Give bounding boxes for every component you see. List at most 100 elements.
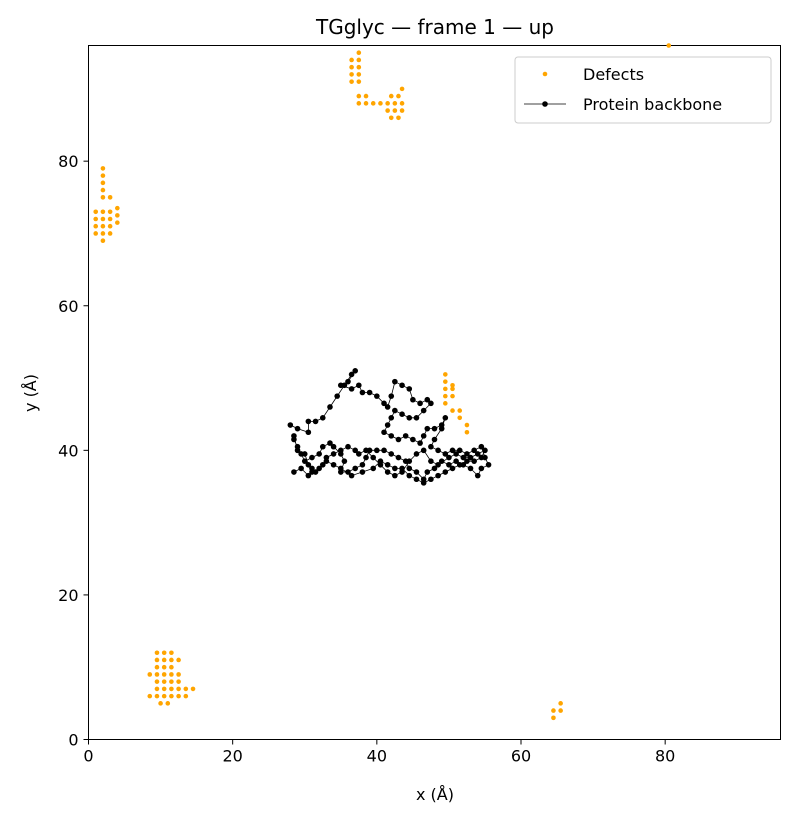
defect-point (558, 708, 563, 713)
backbone-point (309, 454, 315, 461)
defect-point (392, 101, 398, 106)
backbone-point (330, 451, 337, 457)
defect-point (169, 693, 174, 699)
plot-area (88, 43, 781, 740)
defect-point (161, 686, 167, 692)
x-tick-label: 80 (655, 747, 675, 766)
backbone-point (420, 407, 427, 414)
defect-point (115, 213, 120, 218)
backbone-point (438, 425, 445, 432)
defect-point (356, 50, 362, 56)
defect-point (100, 173, 106, 178)
backbone-point (406, 386, 413, 392)
backbone-point (352, 368, 359, 374)
backbone-point (377, 458, 384, 464)
defect-point (169, 672, 174, 677)
backbone-point (474, 451, 481, 457)
defect-point (93, 209, 99, 215)
backbone-point (337, 465, 344, 472)
defect-point (450, 386, 455, 392)
backbone-point (366, 389, 373, 396)
backbone-point (384, 461, 391, 468)
backbone-point (388, 415, 395, 421)
defect-point (169, 664, 174, 670)
backbone-point (464, 458, 470, 464)
backbone-point (478, 465, 485, 472)
backbone-point (467, 465, 474, 472)
backbone-point (399, 411, 405, 417)
backbone-point (442, 451, 449, 457)
defects-layer (93, 43, 672, 721)
backbone-point (305, 461, 312, 468)
backbone-point (413, 451, 420, 457)
defect-point (378, 101, 383, 106)
defect-point (356, 101, 362, 106)
defect-point (190, 686, 196, 692)
backbone-point (388, 393, 395, 399)
backbone-point (413, 469, 420, 475)
defect-point (161, 693, 167, 699)
backbone-point (428, 476, 434, 483)
defect-point (161, 679, 167, 684)
legend-backbone-label: Protein backbone (583, 95, 722, 114)
x-tick-label: 20 (222, 747, 242, 766)
backbone-point (319, 415, 326, 421)
defect-point (93, 216, 99, 222)
defect-point (154, 672, 160, 677)
backbone-point (388, 451, 395, 457)
defect-point (169, 650, 174, 656)
defect-point (100, 223, 106, 229)
backbone-point (316, 465, 322, 472)
backbone-point (406, 458, 413, 464)
backbone-point (449, 447, 456, 454)
defect-point (161, 657, 167, 663)
defect-point (169, 657, 174, 663)
backbone-point (381, 400, 387, 407)
backbone-point (301, 451, 308, 457)
defect-point (154, 679, 160, 684)
defect-point (558, 701, 563, 706)
defect-point (551, 715, 556, 721)
defect-point (154, 693, 160, 699)
backbone-point (420, 447, 427, 454)
backbone-point (287, 422, 294, 428)
backbone-point (392, 378, 398, 385)
backbone-point (309, 469, 315, 475)
defect-point (183, 693, 189, 699)
backbone-point (428, 400, 434, 407)
backbone-point (316, 451, 322, 457)
defect-point (666, 43, 672, 48)
backbone-point (345, 443, 351, 450)
backbone-point (413, 476, 420, 483)
backbone-point (442, 415, 449, 421)
defect-point (100, 180, 106, 186)
defect-point (115, 205, 120, 211)
defect-point (161, 650, 167, 656)
backbone-point (301, 458, 308, 464)
backbone-point (337, 382, 344, 389)
defect-point (176, 672, 181, 677)
defect-point (115, 220, 120, 225)
defect-point (385, 101, 390, 106)
defect-point (107, 223, 113, 229)
defect-point (161, 664, 167, 670)
backbone-point (374, 447, 380, 454)
backbone-point (359, 469, 366, 475)
defect-point (100, 216, 106, 222)
defect-point (388, 93, 394, 99)
backbone-point (327, 440, 333, 446)
backbone-point (395, 454, 402, 461)
backbone-point (413, 415, 420, 421)
backbone-point (356, 382, 362, 389)
backbone-point (294, 447, 301, 454)
backbone-point (435, 472, 441, 479)
defect-point (183, 686, 189, 692)
defect-point (107, 209, 113, 215)
defect-point (356, 57, 362, 63)
backbone-point (438, 458, 445, 464)
legend-defects-marker (542, 71, 548, 77)
y-tick-label: 20 (58, 586, 78, 605)
defect-point (169, 686, 174, 692)
backbone-point (453, 451, 459, 457)
x-tick-label: 0 (83, 747, 93, 766)
